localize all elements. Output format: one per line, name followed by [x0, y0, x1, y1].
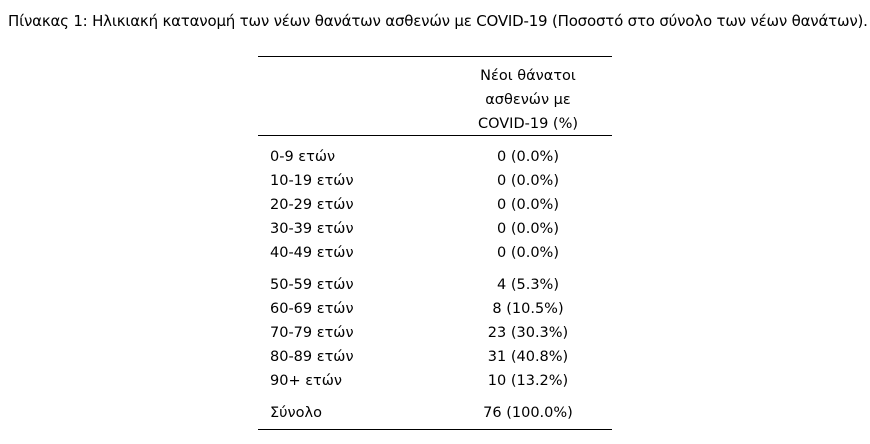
total-value: 76 (100.0%): [483, 405, 573, 421]
age-group-cell: 20-29 ετών: [270, 197, 354, 213]
total-label: Σύνολο: [270, 405, 322, 421]
age-group-cell: 40-49 ετών: [270, 245, 354, 261]
table-header: Νέοι θάνατοι ασθενών με COVID-19 (%): [258, 57, 612, 135]
table-row: 70-79 ετών 23 (30.3%): [258, 321, 612, 345]
table-top-rule: [258, 56, 612, 57]
age-distribution-table: Νέοι θάνατοι ασθενών με COVID-19 (%) 0-9…: [258, 56, 612, 430]
table-caption: Πίνακας 1: Ηλικιακή κατανομή των νέων θα…: [8, 12, 868, 30]
age-group-cell: 30-39 ετών: [270, 221, 354, 237]
deaths-cell: 0 (0.0%): [497, 149, 559, 165]
age-group-cell: 80-89 ετών: [270, 349, 354, 365]
table-row: 90+ ετών 10 (13.2%): [258, 369, 612, 393]
deaths-cell: 23 (30.3%): [487, 325, 569, 341]
table-row: 60-69 ετών 8 (10.5%): [258, 297, 612, 321]
deaths-cell: 0 (0.0%): [497, 197, 559, 213]
table-row: 80-89 ετών 31 (40.8%): [258, 345, 612, 369]
deaths-cell: 10 (13.2%): [487, 373, 569, 389]
table-body: 0-9 ετών 0 (0.0%) 10-19 ετών 0 (0.0%) 20…: [258, 136, 612, 427]
deaths-cell: 0 (0.0%): [497, 173, 559, 189]
table-row: 0-9 ετών 0 (0.0%): [258, 145, 612, 169]
age-group-cell: 60-69 ετών: [270, 301, 354, 317]
header-line-3: COVID-19 (%): [477, 116, 579, 132]
header-line-2: ασθενών με: [485, 92, 571, 108]
deaths-cell: 31 (40.8%): [487, 349, 569, 365]
table-row: 10-19 ετών 0 (0.0%): [258, 169, 612, 193]
table-row: 50-59 ετών 4 (5.3%): [258, 273, 612, 297]
deaths-cell: 4 (5.3%): [497, 277, 559, 293]
age-group-cell: 90+ ετών: [270, 373, 343, 389]
header-line-1: Νέοι θάνατοι: [480, 68, 576, 84]
deaths-cell: 8 (10.5%): [492, 301, 564, 317]
table-row: 20-29 ετών 0 (0.0%): [258, 193, 612, 217]
table-row: 40-49 ετών 0 (0.0%): [258, 241, 612, 265]
age-group-cell: 10-19 ετών: [270, 173, 354, 189]
table-total-row: Σύνολο 76 (100.0%): [258, 401, 612, 427]
table-bottom-rule: [258, 429, 612, 430]
age-group-cell: 70-79 ετών: [270, 325, 354, 341]
table-header-rule: [258, 135, 612, 136]
column-header-deaths: Νέοι θάνατοι ασθενών με COVID-19 (%): [430, 64, 626, 136]
table-row: 30-39 ετών 0 (0.0%): [258, 217, 612, 241]
age-group-cell: 0-9 ετών: [270, 149, 336, 165]
deaths-cell: 0 (0.0%): [497, 221, 559, 237]
deaths-cell: 0 (0.0%): [497, 245, 559, 261]
age-group-cell: 50-59 ετών: [270, 277, 354, 293]
